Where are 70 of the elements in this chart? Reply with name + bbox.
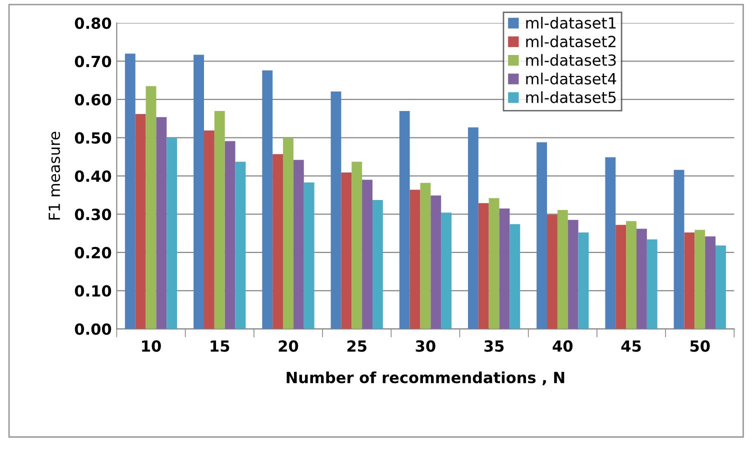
bar bbox=[362, 180, 372, 329]
x-tick-label: 35 bbox=[484, 340, 504, 352]
bar bbox=[135, 114, 146, 329]
bar bbox=[605, 157, 616, 329]
x-tick-label: 30 bbox=[416, 340, 436, 352]
bar bbox=[430, 195, 442, 329]
y-tick-label: 0.40 bbox=[74, 170, 112, 182]
x-tick-label: 20 bbox=[278, 340, 298, 352]
legend-label: ml-dataset5 bbox=[526, 91, 616, 104]
x-tick-label: 50 bbox=[690, 340, 710, 352]
legend-label: ml-dataset3 bbox=[526, 54, 616, 66]
bar bbox=[341, 172, 352, 329]
legend-label: ml-dataset2 bbox=[526, 35, 616, 48]
bar bbox=[293, 160, 304, 329]
legend-label: ml-dataset1 bbox=[526, 16, 616, 29]
bar bbox=[478, 203, 489, 329]
bar bbox=[674, 170, 684, 329]
bar bbox=[235, 162, 246, 329]
bar bbox=[156, 117, 167, 329]
bar bbox=[194, 54, 204, 329]
bar bbox=[705, 236, 716, 329]
bar bbox=[488, 198, 500, 329]
bar bbox=[646, 239, 658, 329]
x-axis-title: Number of recommendations , N bbox=[286, 371, 564, 386]
bar bbox=[304, 182, 314, 329]
y-tick-label: 0.80 bbox=[74, 17, 112, 30]
bar bbox=[262, 70, 273, 329]
y-tick-label: 0.60 bbox=[74, 94, 112, 106]
bar bbox=[547, 214, 558, 329]
bar bbox=[124, 54, 136, 329]
bar bbox=[616, 224, 626, 329]
bar bbox=[536, 142, 548, 329]
bar bbox=[499, 208, 510, 329]
bar bbox=[146, 86, 156, 329]
x-tick-label: 45 bbox=[621, 340, 641, 352]
bar bbox=[214, 110, 225, 329]
y-tick-label: 0.20 bbox=[74, 246, 112, 258]
bar bbox=[510, 224, 520, 329]
bar bbox=[557, 210, 568, 329]
bar bbox=[626, 221, 636, 329]
bar bbox=[636, 228, 647, 329]
bar bbox=[204, 130, 214, 329]
y-tick-label: 0.70 bbox=[74, 56, 112, 68]
bar bbox=[410, 190, 420, 329]
bar bbox=[272, 154, 284, 329]
y-tick-label: 0.10 bbox=[74, 285, 112, 297]
bar bbox=[372, 200, 383, 329]
bar bbox=[441, 212, 452, 329]
bar bbox=[420, 182, 431, 329]
bar bbox=[399, 110, 410, 329]
x-tick-label: 10 bbox=[142, 340, 161, 352]
x-tick-label: 15 bbox=[210, 340, 230, 352]
y-tick-label: 0.50 bbox=[74, 132, 112, 144]
x-tick-label: 25 bbox=[347, 340, 366, 352]
bar bbox=[330, 91, 342, 329]
y-axis-title: F1 measure bbox=[48, 132, 60, 220]
bar bbox=[468, 127, 478, 329]
bar bbox=[166, 138, 178, 329]
bar bbox=[568, 220, 578, 329]
bar bbox=[224, 141, 236, 329]
bar bbox=[578, 232, 589, 329]
y-tick-label: 0.00 bbox=[74, 323, 112, 335]
bar bbox=[283, 138, 294, 329]
legend-label: ml-dataset4 bbox=[526, 72, 616, 85]
bar bbox=[684, 232, 695, 329]
y-tick-label: 0.30 bbox=[74, 208, 112, 220]
bar bbox=[352, 162, 362, 329]
x-tick-label: 40 bbox=[552, 340, 573, 352]
bar bbox=[694, 230, 706, 329]
bar bbox=[716, 246, 726, 329]
